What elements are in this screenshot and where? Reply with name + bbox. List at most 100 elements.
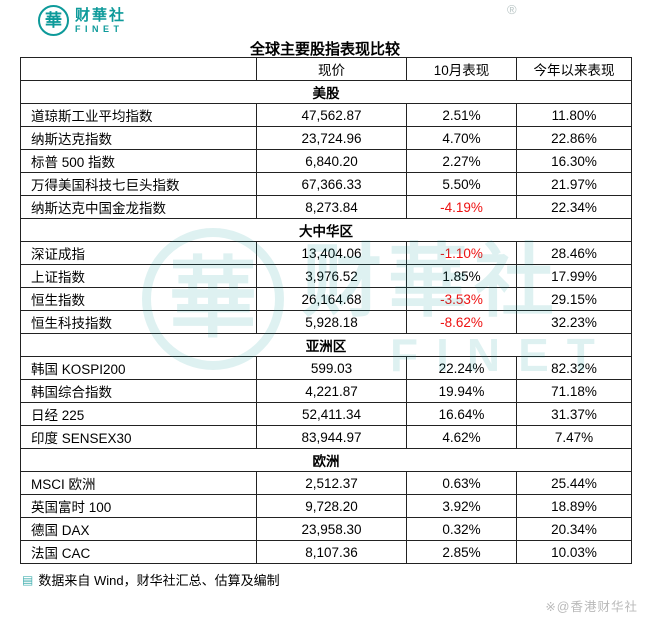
index-name: 法国 CAC bbox=[20, 540, 257, 564]
ytd-change-cell: 10.03% bbox=[516, 540, 632, 564]
ytd-change-cell: 71.18% bbox=[516, 379, 632, 403]
price-cell: 5,928.18 bbox=[256, 310, 407, 334]
column-header: 现价 bbox=[256, 57, 407, 81]
ytd-change-cell: 82.32% bbox=[516, 356, 632, 380]
table-row: 英国富时 100 9,728.20 3.92% 18.89% bbox=[20, 494, 632, 518]
table-row: 纳斯达克指数 23,724.96 4.70% 22.86% bbox=[20, 126, 632, 150]
index-name: 上证指数 bbox=[20, 264, 257, 288]
registered-mark-icon: ® bbox=[507, 2, 517, 17]
price-cell: 23,958.30 bbox=[256, 517, 407, 541]
section-label: 亚洲区 bbox=[20, 333, 632, 357]
price-cell: 3,976.52 bbox=[256, 264, 407, 288]
price-cell: 52,411.34 bbox=[256, 402, 407, 426]
ytd-change-cell: 32.23% bbox=[516, 310, 632, 334]
ytd-change-cell: 22.34% bbox=[516, 195, 632, 219]
index-name: 韩国 KOSPI200 bbox=[20, 356, 257, 380]
ytd-change-cell: 25.44% bbox=[516, 471, 632, 495]
oct-change-cell: 2.27% bbox=[406, 149, 517, 173]
oct-change-cell: 16.64% bbox=[406, 402, 517, 426]
index-name: MSCI 欧洲 bbox=[20, 471, 257, 495]
ytd-change-cell: 29.15% bbox=[516, 287, 632, 311]
price-cell: 8,273.84 bbox=[256, 195, 407, 219]
finet-logo: 華 财華社 FINET bbox=[38, 5, 126, 36]
table-row: 标普 500 指数 6,840.20 2.27% 16.30% bbox=[20, 149, 632, 173]
data-source-text: 数据来自 Wind，财华社汇总、估算及编制 bbox=[38, 573, 280, 588]
table-row: 万得美国科技七巨头指数 67,366.33 5.50% 21.97% bbox=[20, 172, 632, 196]
table-row: 恒生科技指数 5,928.18 -8.62% 32.23% bbox=[20, 310, 632, 334]
price-cell: 67,366.33 bbox=[256, 172, 407, 196]
index-name: 纳斯达克中国金龙指数 bbox=[20, 195, 257, 219]
column-header-blank bbox=[20, 57, 257, 81]
section-row: 大中华区 bbox=[20, 218, 632, 242]
oct-change-cell: -4.19% bbox=[406, 195, 517, 219]
index-name: 深证成指 bbox=[20, 241, 257, 265]
table-header-row: 现价 10月表现 今年以来表现 bbox=[20, 57, 632, 81]
oct-change-cell: 0.63% bbox=[406, 471, 517, 495]
oct-change-cell: 3.92% bbox=[406, 494, 517, 518]
price-cell: 83,944.97 bbox=[256, 425, 407, 449]
finet-logo-glyph: 華 bbox=[45, 11, 62, 30]
index-name: 道琼斯工业平均指数 bbox=[20, 103, 257, 127]
price-cell: 13,404.06 bbox=[256, 241, 407, 265]
table-row: 纳斯达克中国金龙指数 8,273.84 -4.19% 22.34% bbox=[20, 195, 632, 219]
price-cell: 47,562.87 bbox=[256, 103, 407, 127]
index-name: 纳斯达克指数 bbox=[20, 126, 257, 150]
ytd-change-cell: 11.80% bbox=[516, 103, 632, 127]
oct-change-cell: 1.85% bbox=[406, 264, 517, 288]
price-cell: 6,840.20 bbox=[256, 149, 407, 173]
oct-change-cell: -1.10% bbox=[406, 241, 517, 265]
index-name: 英国富时 100 bbox=[20, 494, 257, 518]
section-row: 美股 bbox=[20, 80, 632, 104]
price-cell: 9,728.20 bbox=[256, 494, 407, 518]
table-row: 恒生指数 26,164.68 -3.53% 29.15% bbox=[20, 287, 632, 311]
oct-change-cell: -3.53% bbox=[406, 287, 517, 311]
section-row: 亚洲区 bbox=[20, 333, 632, 357]
oct-change-cell: 2.85% bbox=[406, 540, 517, 564]
oct-change-cell: 4.62% bbox=[406, 425, 517, 449]
oct-change-cell: 4.70% bbox=[406, 126, 517, 150]
finet-logo-icon: 華 bbox=[38, 5, 69, 36]
ytd-change-cell: 18.89% bbox=[516, 494, 632, 518]
index-name: 恒生指数 bbox=[20, 287, 257, 311]
page-title: 全球主要股指表现比较 bbox=[249, 41, 400, 58]
brand-name-cn: 财華社 bbox=[75, 6, 127, 24]
data-source-line: ▤ 数据来自 Wind，财华社汇总、估算及编制 bbox=[22, 570, 280, 589]
table-row: 日经 225 52,411.34 16.64% 31.37% bbox=[20, 402, 632, 426]
oct-change-cell: -8.62% bbox=[406, 310, 517, 334]
index-name: 日经 225 bbox=[20, 402, 257, 426]
section-label: 美股 bbox=[20, 80, 632, 104]
oct-change-cell: 2.51% bbox=[406, 103, 517, 127]
ytd-change-cell: 7.47% bbox=[516, 425, 632, 449]
section-label: 大中华区 bbox=[20, 218, 632, 242]
ytd-change-cell: 16.30% bbox=[516, 149, 632, 173]
index-name: 德国 DAX bbox=[20, 517, 257, 541]
index-name: 标普 500 指数 bbox=[20, 149, 257, 173]
price-cell: 26,164.68 bbox=[256, 287, 407, 311]
table-row: 法国 CAC 8,107.36 2.85% 10.03% bbox=[20, 540, 632, 564]
table-row: 德国 DAX 23,958.30 0.32% 20.34% bbox=[20, 517, 632, 541]
table-row: MSCI 欧洲 2,512.37 0.63% 25.44% bbox=[20, 471, 632, 495]
ytd-change-cell: 17.99% bbox=[516, 264, 632, 288]
oct-change-cell: 22.24% bbox=[406, 356, 517, 380]
table-row: 韩国综合指数 4,221.87 19.94% 71.18% bbox=[20, 379, 632, 403]
price-cell: 599.03 bbox=[256, 356, 407, 380]
price-cell: 23,724.96 bbox=[256, 126, 407, 150]
oct-change-cell: 0.32% bbox=[406, 517, 517, 541]
oct-change-cell: 19.94% bbox=[406, 379, 517, 403]
index-name: 印度 SENSEX30 bbox=[20, 425, 257, 449]
table-row: 印度 SENSEX30 83,944.97 4.62% 7.47% bbox=[20, 425, 632, 449]
ytd-change-cell: 21.97% bbox=[516, 172, 632, 196]
table-row: 深证成指 13,404.06 -1.10% 28.46% bbox=[20, 241, 632, 265]
ytd-change-cell: 28.46% bbox=[516, 241, 632, 265]
brand-name-en: FINET bbox=[75, 23, 124, 34]
column-header: 10月表现 bbox=[406, 57, 517, 81]
index-name: 韩国综合指数 bbox=[20, 379, 257, 403]
price-cell: 8,107.36 bbox=[256, 540, 407, 564]
index-name: 万得美国科技七巨头指数 bbox=[20, 172, 257, 196]
ytd-change-cell: 20.34% bbox=[516, 517, 632, 541]
section-label: 欧洲 bbox=[20, 448, 632, 472]
source-icon: ▤ bbox=[22, 572, 34, 587]
table-row: 上证指数 3,976.52 1.85% 17.99% bbox=[20, 264, 632, 288]
section-row: 欧洲 bbox=[20, 448, 632, 472]
index-table: 现价 10月表现 今年以来表现 美股 道琼斯工业平均指数 47,562.87 2.51% 1… bbox=[20, 57, 632, 564]
